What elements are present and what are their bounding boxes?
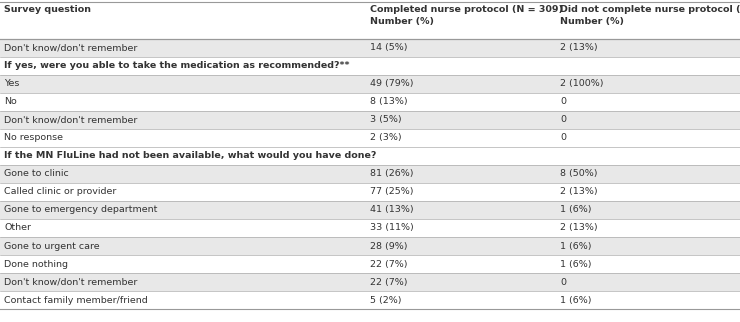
Text: No: No: [4, 97, 17, 106]
Text: Don't know/don't remember: Don't know/don't remember: [4, 278, 138, 287]
Text: 2 (13%): 2 (13%): [560, 223, 598, 232]
Text: 0: 0: [560, 97, 566, 106]
Text: 28 (9%): 28 (9%): [370, 242, 408, 251]
Text: 3 (5%): 3 (5%): [370, 115, 402, 124]
Text: Gone to emergency department: Gone to emergency department: [4, 205, 158, 214]
Text: No response: No response: [4, 133, 64, 142]
Text: Survey question: Survey question: [4, 5, 92, 14]
Bar: [0, 2, 740, 39]
Text: Gone to urgent care: Gone to urgent care: [4, 242, 100, 251]
Text: 2 (13%): 2 (13%): [560, 43, 598, 52]
Bar: [0, 165, 740, 183]
Bar: [0, 147, 740, 165]
Bar: [0, 219, 740, 237]
Text: Yes: Yes: [4, 79, 20, 88]
Text: 81 (26%): 81 (26%): [370, 169, 414, 178]
Text: Gone to clinic: Gone to clinic: [4, 169, 70, 178]
Bar: [0, 39, 740, 57]
Bar: [0, 129, 740, 147]
Bar: [0, 93, 740, 111]
Text: 2 (100%): 2 (100%): [560, 79, 604, 88]
Bar: [0, 75, 740, 93]
Bar: [0, 291, 740, 309]
Bar: [0, 255, 740, 273]
Text: 22 (7%): 22 (7%): [370, 278, 408, 287]
Text: 33 (11%): 33 (11%): [370, 223, 414, 232]
Text: 5 (2%): 5 (2%): [370, 296, 402, 305]
Text: Contact family member/friend: Contact family member/friend: [4, 296, 148, 305]
Text: Did not complete nurse protocol (N = 16)
Number (%): Did not complete nurse protocol (N = 16)…: [560, 5, 740, 26]
Text: If the MN FluLine had not been available, what would you have done?: If the MN FluLine had not been available…: [4, 151, 377, 160]
Text: 0: 0: [560, 278, 566, 287]
Text: Completed nurse protocol (N = 309)
Number (%): Completed nurse protocol (N = 309) Numbe…: [370, 5, 563, 26]
Text: 22 (7%): 22 (7%): [370, 260, 408, 269]
Bar: [0, 273, 740, 291]
Bar: [0, 111, 740, 129]
Text: 8 (50%): 8 (50%): [560, 169, 598, 178]
Text: 41 (13%): 41 (13%): [370, 205, 414, 214]
Text: Don't know/don't remember: Don't know/don't remember: [4, 115, 138, 124]
Bar: [0, 57, 740, 75]
Bar: [0, 201, 740, 219]
Text: Done nothing: Done nothing: [4, 260, 68, 269]
Text: If yes, were you able to take the medication as recommended?**: If yes, were you able to take the medica…: [4, 61, 350, 70]
Text: Other: Other: [4, 223, 31, 232]
Text: 77 (25%): 77 (25%): [370, 187, 414, 196]
Bar: [0, 237, 740, 255]
Text: 1 (6%): 1 (6%): [560, 242, 592, 251]
Text: 0: 0: [560, 133, 566, 142]
Text: 2 (13%): 2 (13%): [560, 187, 598, 196]
Text: Don't know/don't remember: Don't know/don't remember: [4, 43, 138, 52]
Text: Called clinic or provider: Called clinic or provider: [4, 187, 117, 196]
Bar: [0, 183, 740, 201]
Text: 2 (3%): 2 (3%): [370, 133, 402, 142]
Text: 0: 0: [560, 115, 566, 124]
Text: 14 (5%): 14 (5%): [370, 43, 408, 52]
Text: 1 (6%): 1 (6%): [560, 205, 592, 214]
Text: 1 (6%): 1 (6%): [560, 260, 592, 269]
Text: 49 (79%): 49 (79%): [370, 79, 414, 88]
Text: 1 (6%): 1 (6%): [560, 296, 592, 305]
Text: 8 (13%): 8 (13%): [370, 97, 408, 106]
